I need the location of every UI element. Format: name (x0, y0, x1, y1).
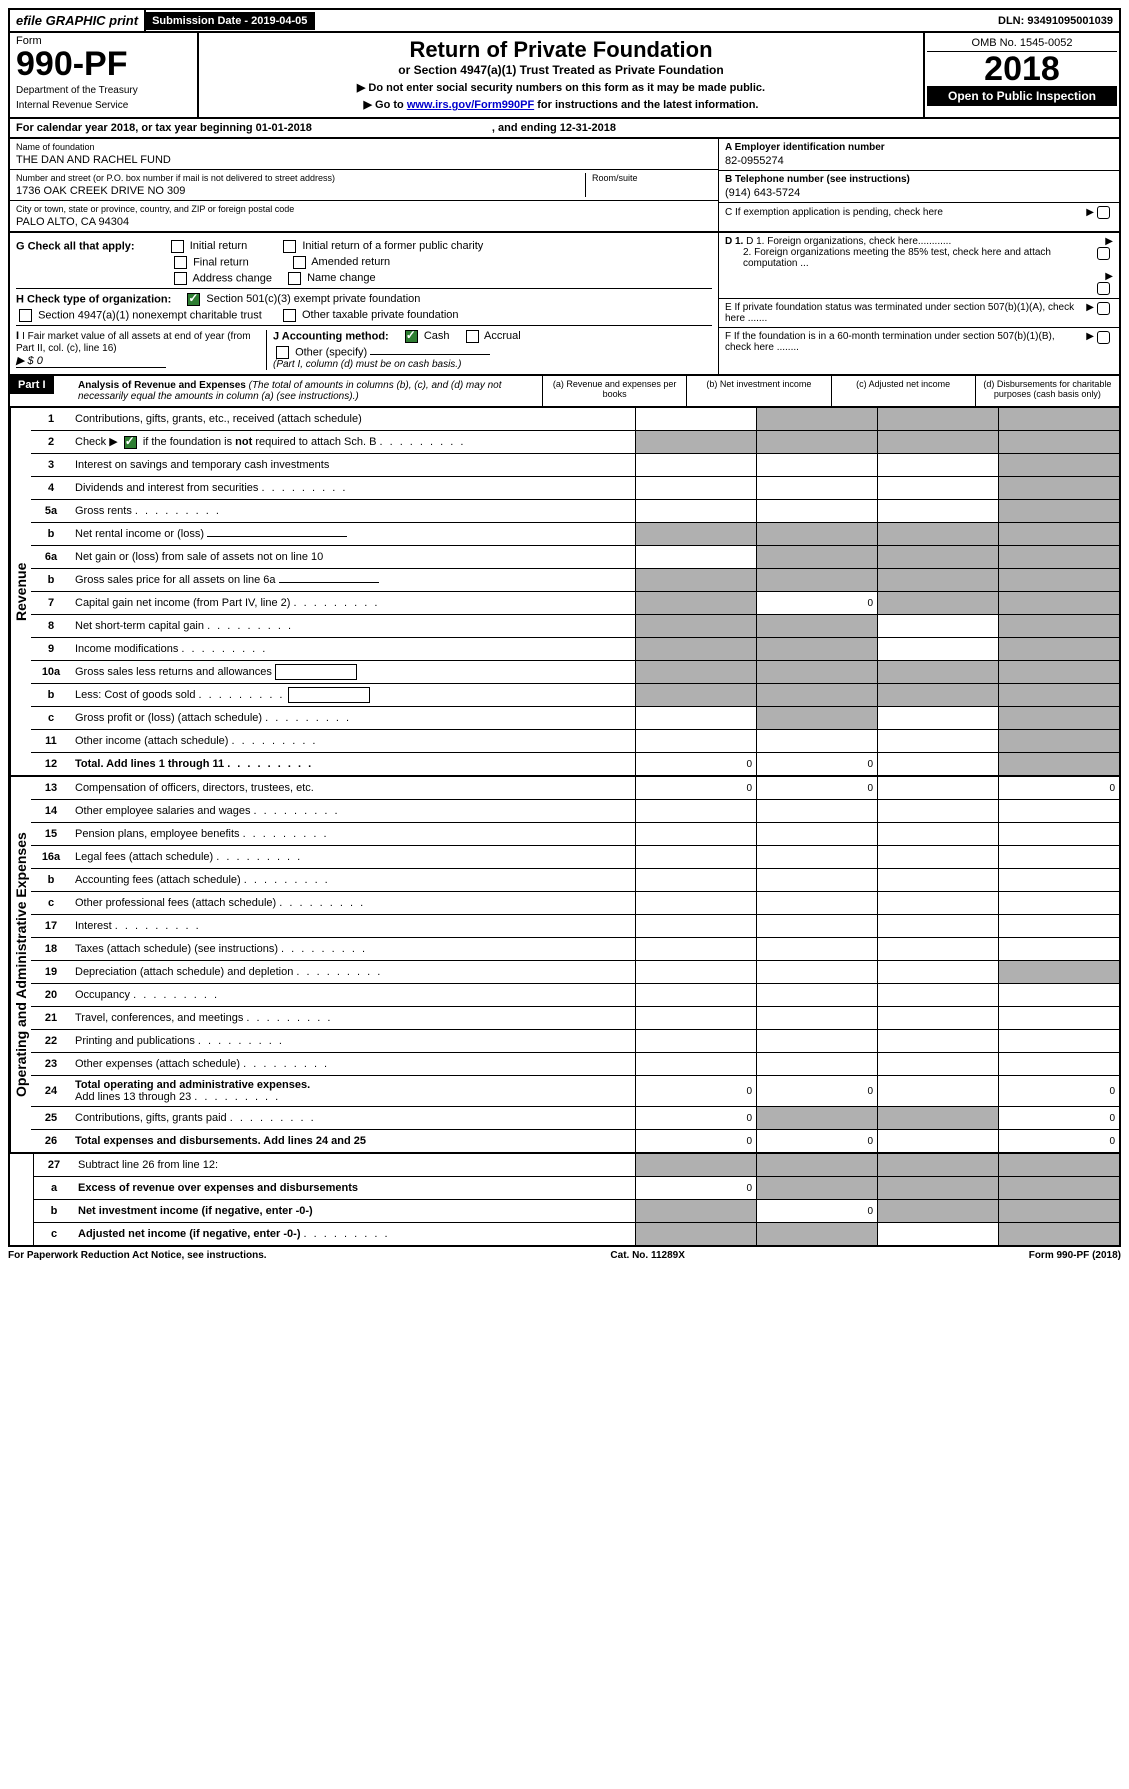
open-public: Open to Public Inspection (927, 86, 1117, 106)
f-checkbox[interactable] (1097, 331, 1110, 344)
name-change-checkbox[interactable] (288, 272, 301, 285)
e-checkbox[interactable] (1097, 302, 1110, 315)
form-link[interactable]: www.irs.gov/Form990PF (407, 99, 534, 111)
submission-date: Submission Date - 2019-04-05 (146, 12, 315, 30)
exemption-label: C If exemption application is pending, c… (725, 207, 1076, 218)
form-number: 990-PF (16, 47, 191, 81)
irs: Internal Revenue Service (16, 100, 191, 111)
cat-no: Cat. No. 11289X (610, 1250, 684, 1261)
other-taxable-checkbox[interactable] (283, 309, 296, 322)
accrual-checkbox[interactable] (466, 330, 479, 343)
e-label: E If private foundation status was termi… (725, 302, 1076, 324)
col-a: (a) Revenue and expenses per books (542, 376, 686, 406)
city: PALO ALTO, CA 94304 (16, 216, 712, 228)
paperwork-notice: For Paperwork Reduction Act Notice, see … (8, 1250, 267, 1261)
top-bar: efile GRAPHIC print Submission Date - 20… (8, 8, 1121, 33)
dln: DLN: 93491095001039 (992, 12, 1119, 30)
d2-checkbox[interactable] (1097, 282, 1110, 295)
address: 1736 OAK CREEK DRIVE NO 309 (16, 185, 585, 197)
4947-checkbox[interactable] (19, 309, 32, 322)
exemption-checkbox[interactable] (1097, 206, 1110, 219)
col-b: (b) Net investment income (686, 376, 830, 406)
col-d: (d) Disbursements for charitable purpose… (975, 376, 1119, 406)
amended-return-checkbox[interactable] (293, 256, 306, 269)
instr-2: ▶ Go to www.irs.gov/Form990PF for instru… (203, 98, 919, 111)
d1-label: D 1. D 1. Foreign organizations, check h… (725, 236, 1083, 247)
revenue-section: Revenue 1Contributions, gifts, grants, e… (8, 408, 1121, 777)
501c3-checkbox[interactable] (187, 293, 200, 306)
cash-checkbox[interactable] (405, 330, 418, 343)
expenses-section: Operating and Administrative Expenses 13… (8, 777, 1121, 1154)
fmv-value: ▶ $ 0 (16, 354, 166, 368)
phone: (914) 643-5724 (725, 187, 1113, 199)
ein: 82-0955274 (725, 155, 1113, 167)
check-section: G Check all that apply: Initial return I… (8, 233, 1121, 376)
part1-label: Part I (10, 376, 54, 394)
name-label: Name of foundation (16, 142, 712, 152)
form-header: Form 990-PF Department of the Treasury I… (8, 33, 1121, 119)
efile-label: efile GRAPHIC print (10, 10, 146, 31)
ein-label: A Employer identification number (725, 142, 1113, 153)
form-title: Return of Private Foundation (203, 37, 919, 63)
final-return-checkbox[interactable] (174, 256, 187, 269)
revenue-label: Revenue (10, 408, 31, 775)
form-subtitle: or Section 4947(a)(1) Trust Treated as P… (203, 63, 919, 77)
fmv-label: I I Fair market value of all assets at e… (16, 330, 266, 354)
expenses-label: Operating and Administrative Expenses (10, 777, 31, 1152)
f-label: F If the foundation is in a 60-month ter… (725, 331, 1076, 353)
foundation-name: THE DAN AND RACHEL FUND (16, 154, 712, 166)
col-c: (c) Adjusted net income (831, 376, 975, 406)
calendar-year-row: For calendar year 2018, or tax year begi… (8, 119, 1121, 139)
tax-year: 2018 (927, 52, 1117, 86)
addr-label: Number and street (or P.O. box number if… (16, 173, 585, 183)
city-label: City or town, state or province, country… (16, 204, 712, 214)
page-footer: For Paperwork Reduction Act Notice, see … (8, 1247, 1121, 1264)
other-method-checkbox[interactable] (276, 346, 289, 359)
initial-return-checkbox[interactable] (171, 240, 184, 253)
dept: Department of the Treasury (16, 85, 191, 96)
arrow-icon (1076, 207, 1094, 218)
address-change-checkbox[interactable] (174, 272, 187, 285)
instr-1: ▶ Do not enter social security numbers o… (203, 81, 919, 94)
part1-header: Part I Analysis of Revenue and Expenses … (8, 376, 1121, 408)
identification-block: Name of foundation THE DAN AND RACHEL FU… (8, 139, 1121, 233)
schb-checkbox[interactable] (124, 436, 137, 449)
initial-public-checkbox[interactable] (283, 240, 296, 253)
line27-section: 27Subtract line 26 from line 12: aExcess… (8, 1154, 1121, 1247)
phone-label: B Telephone number (see instructions) (725, 174, 1113, 185)
d1-checkbox[interactable] (1097, 247, 1110, 260)
form-ref: Form 990-PF (2018) (1029, 1250, 1121, 1261)
room-label: Room/suite (592, 173, 712, 183)
